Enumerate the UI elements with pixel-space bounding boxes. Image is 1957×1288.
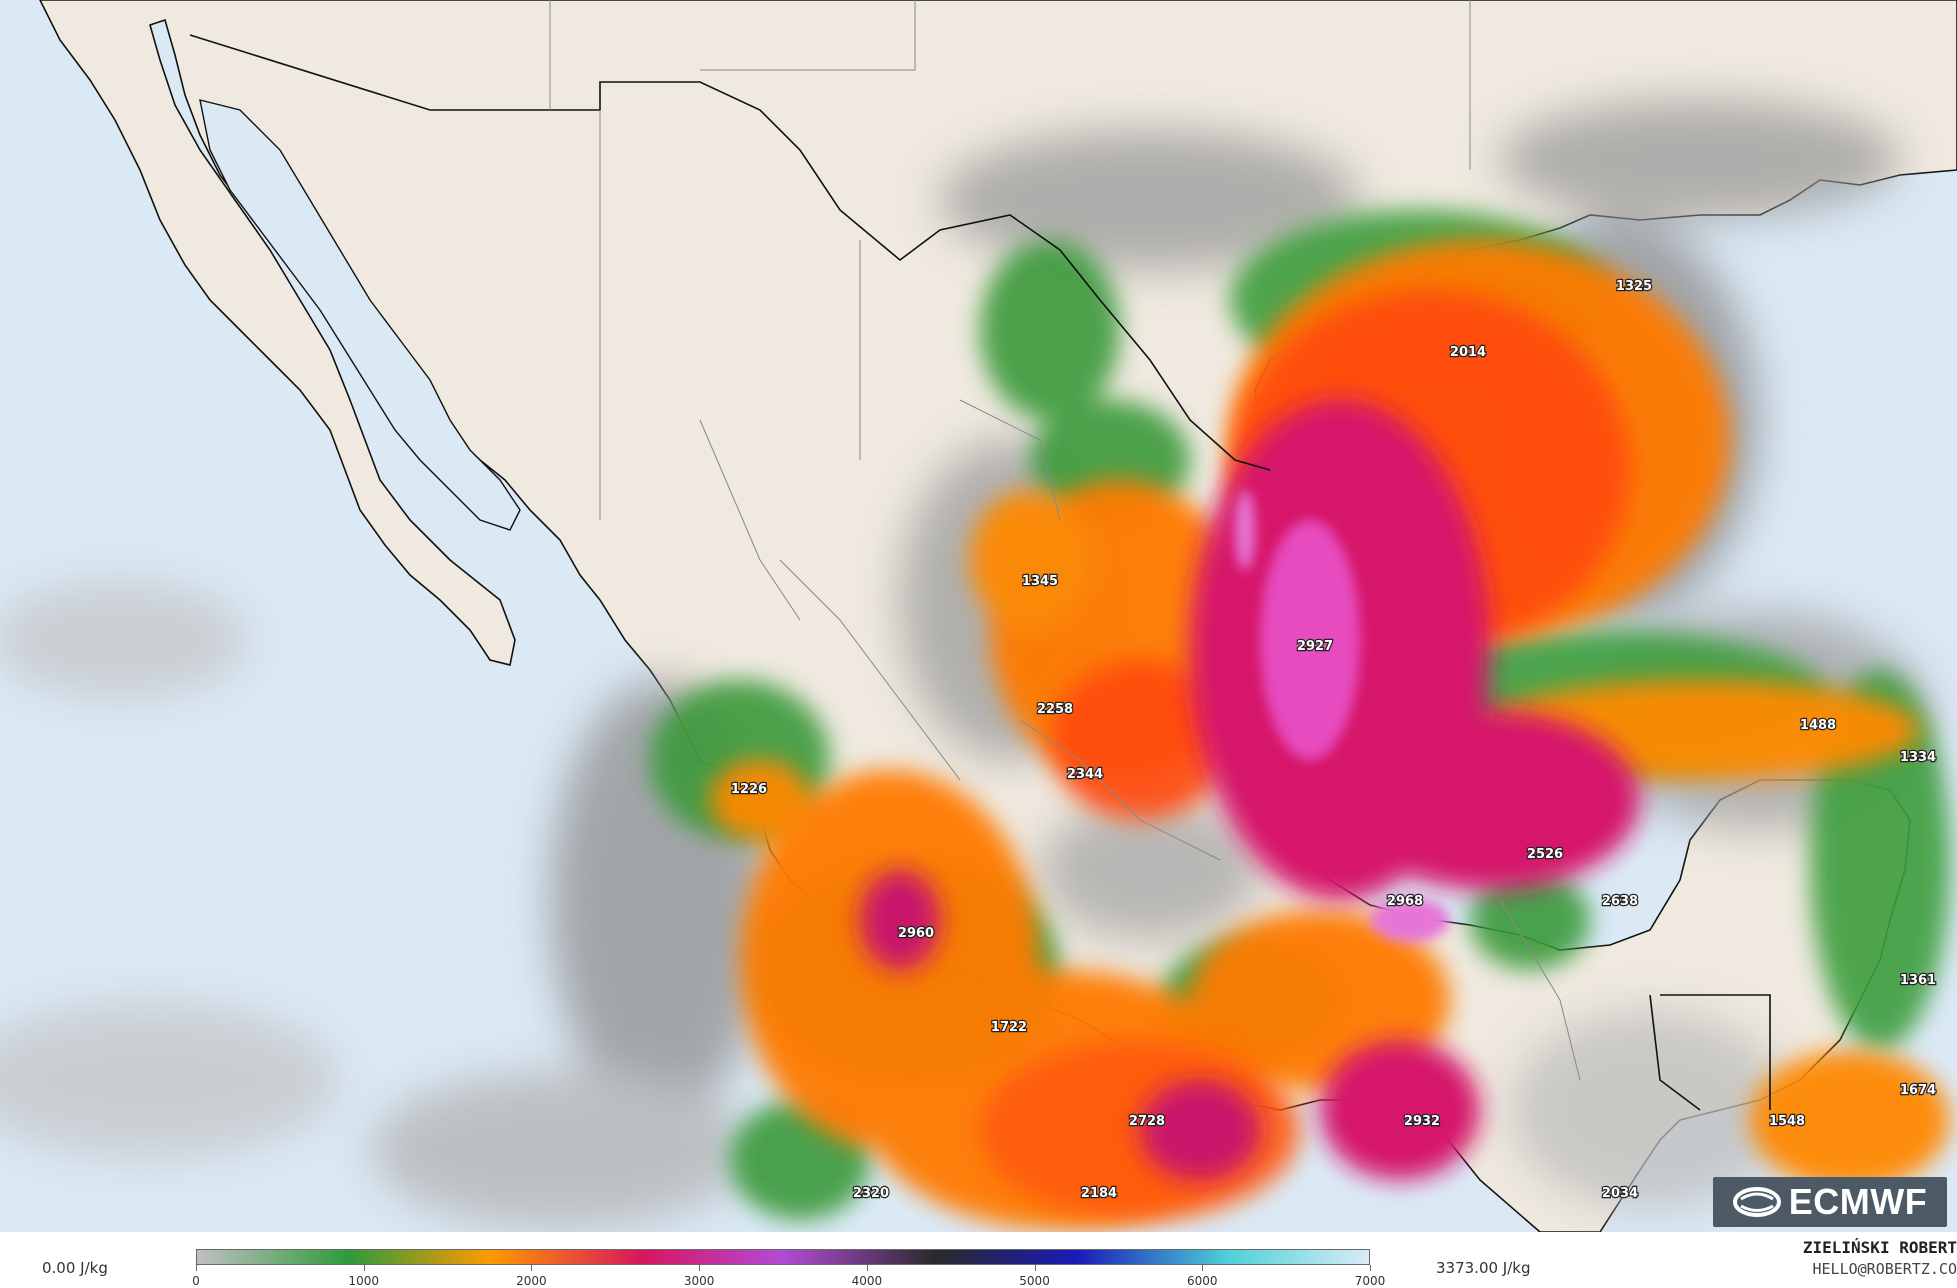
colorbar-tick-mark <box>531 1265 532 1271</box>
value-label: 2014 <box>1450 345 1486 360</box>
colorbar-tick-mark <box>1370 1265 1371 1271</box>
value-label: 2932 <box>1404 1114 1440 1129</box>
colorbar-tick-label: 4000 <box>852 1274 883 1288</box>
value-label: 2526 <box>1527 847 1563 862</box>
value-label: 1334 <box>1900 750 1936 765</box>
value-label: 2034 <box>1602 1186 1638 1201</box>
colorbar-tick-mark <box>1202 1265 1203 1271</box>
cape-map: 1325 2014 1345 2927 2258 1488 2344 1226 … <box>0 0 1957 1232</box>
value-label: 2960 <box>898 926 934 941</box>
author-email: HELLO@ROBERTZ.CO <box>1813 1260 1957 1278</box>
colorbar-tick-mark <box>364 1265 365 1271</box>
colorbar-tick-label: 2000 <box>516 1274 547 1288</box>
colorbar-tick-label: 6000 <box>1187 1274 1218 1288</box>
colorbar-tick-label: 5000 <box>1019 1274 1050 1288</box>
value-label: 2184 <box>1081 1186 1117 1201</box>
colorbar <box>196 1249 1370 1265</box>
value-label: 2927 <box>1297 639 1333 654</box>
value-label: 1488 <box>1800 718 1836 733</box>
value-label: 1674 <box>1900 1083 1936 1098</box>
value-label: 2728 <box>1129 1114 1165 1129</box>
value-label: 2638 <box>1602 894 1638 909</box>
min-value-label: 0.00 J/kg <box>42 1259 108 1277</box>
value-label: 1548 <box>1769 1114 1805 1129</box>
ecmwf-logo-text: ECMWF <box>1789 1181 1927 1223</box>
colorbar-tick-label: 0 <box>192 1274 200 1288</box>
colorbar-tick-label: 3000 <box>684 1274 715 1288</box>
colorbar-tick-mark <box>196 1265 197 1271</box>
colorbar-tick-label: 7000 <box>1355 1274 1386 1288</box>
colorbar-tick-mark <box>867 1265 868 1271</box>
author-credit: ZIELIŃSKI ROBERT <box>1803 1238 1957 1257</box>
ecmwf-logo-icon <box>1733 1187 1781 1217</box>
value-label: 1226 <box>731 782 767 797</box>
value-label: 1325 <box>1616 279 1652 294</box>
value-label: 2258 <box>1037 702 1073 717</box>
ecmwf-logo: ECMWF <box>1713 1177 1947 1227</box>
colorbar-tick-mark <box>699 1265 700 1271</box>
value-label: 2344 <box>1067 767 1103 782</box>
colorbar-tick-mark <box>1035 1265 1036 1271</box>
colorbar-tick-label: 1000 <box>348 1274 379 1288</box>
max-value-label: 3373.00 J/kg <box>1436 1259 1530 1277</box>
value-label: 2320 <box>853 1186 889 1201</box>
value-label: 1345 <box>1022 574 1058 589</box>
value-label: 2968 <box>1387 894 1423 909</box>
value-label: 1722 <box>991 1020 1027 1035</box>
value-label: 1361 <box>1900 973 1936 988</box>
